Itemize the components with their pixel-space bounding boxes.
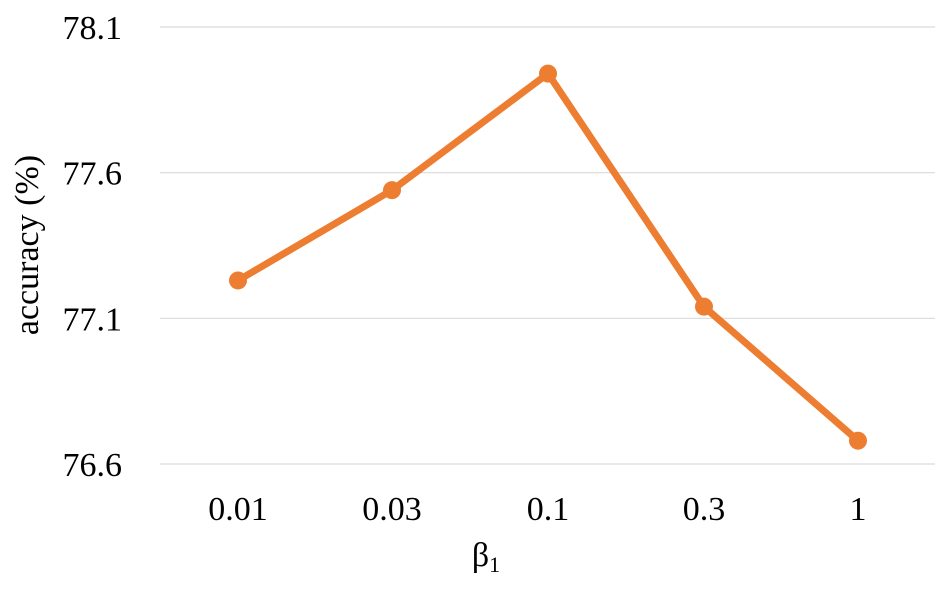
- x-tick-label: 0.03: [362, 491, 422, 528]
- y-axis-title: accuracy (%): [9, 155, 46, 335]
- data-point-0.01: [229, 271, 247, 290]
- data-point-1: [849, 431, 867, 450]
- gridlines: [160, 26, 935, 465]
- x-axis-title-subscript: 1: [489, 552, 500, 577]
- y-axis-ticks: 76.6 77.1 77.6 78.1: [63, 10, 123, 484]
- data-point-0.1: [539, 64, 557, 83]
- y-tick-label: 78.1: [63, 10, 123, 47]
- data-point-0.03: [383, 181, 401, 200]
- y-tick-label: 76.6: [63, 447, 123, 484]
- x-axis-ticks: 0.01 0.03 0.1 0.3 1: [208, 491, 866, 528]
- x-tick-label: 0.01: [208, 491, 268, 528]
- x-tick-label: 0.3: [683, 491, 726, 528]
- series-line: [234, 70, 862, 445]
- x-tick-label: 0.1: [527, 491, 570, 528]
- y-tick-label: 77.6: [63, 156, 123, 193]
- x-axis-title-text: β: [472, 537, 489, 574]
- x-axis-title: β1: [472, 537, 500, 577]
- series: [229, 64, 867, 450]
- data-point-0.3: [695, 297, 713, 316]
- x-tick-label: 1: [850, 491, 867, 528]
- y-tick-label: 77.1: [63, 301, 123, 338]
